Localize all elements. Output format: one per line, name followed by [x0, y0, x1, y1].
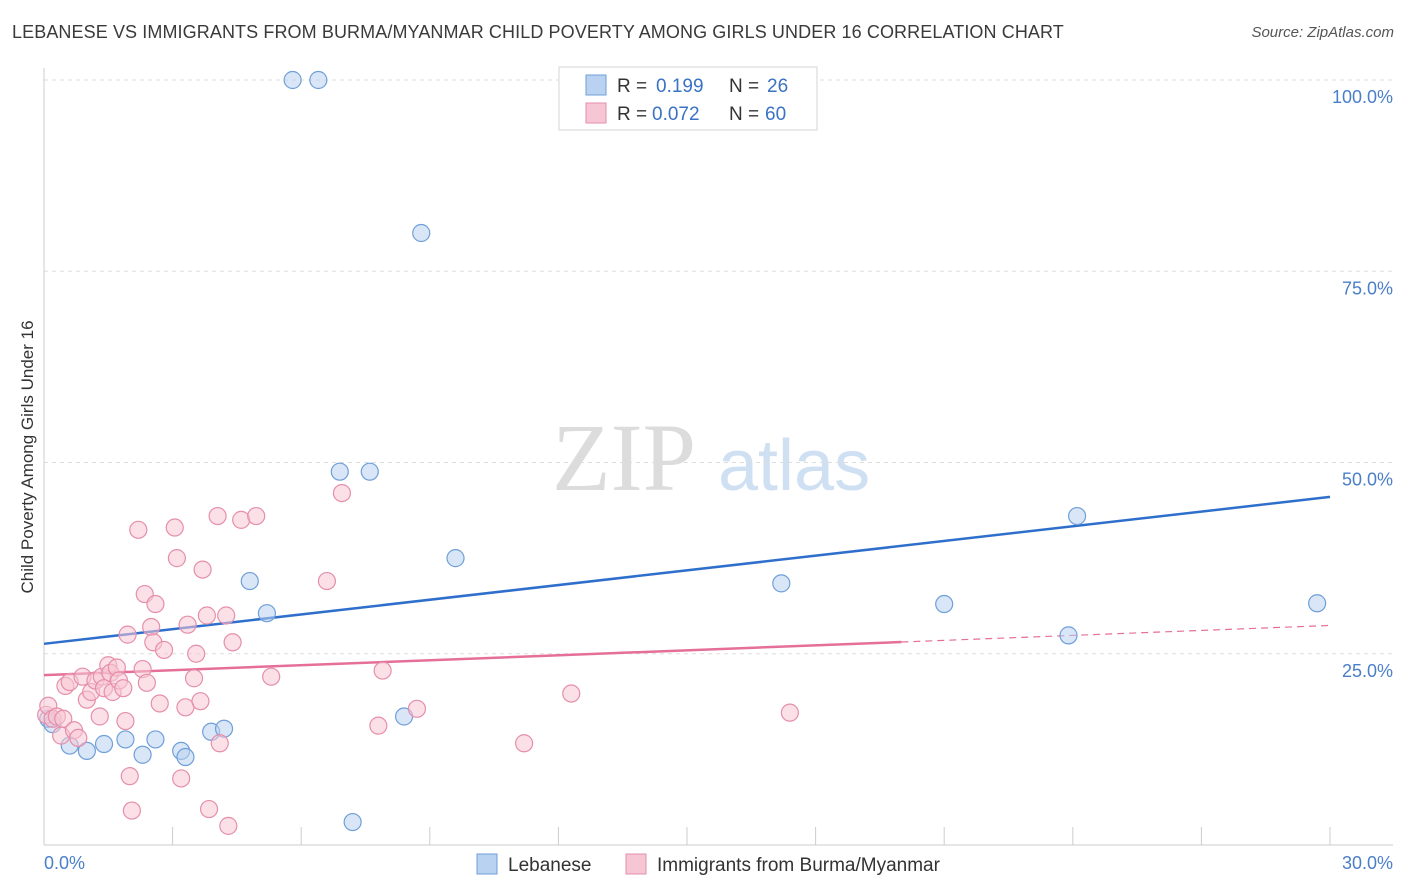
- point-burma: [515, 734, 534, 753]
- point-lebanese: [309, 70, 328, 90]
- point-burma: [199, 799, 219, 819]
- trend-line-extension-burma: [901, 624, 1331, 643]
- point-burma: [184, 669, 204, 688]
- point-lebanese: [772, 574, 791, 593]
- point-burma: [165, 518, 184, 537]
- point-burma: [780, 703, 799, 722]
- y-tick-label: 25.0%: [1342, 661, 1393, 681]
- series-legend: Lebanese Immigrants from Burma/Myanmar: [476, 853, 941, 876]
- point-burma: [262, 667, 281, 686]
- point-lebanese: [94, 734, 114, 754]
- point-burma: [142, 617, 161, 637]
- point-burma: [247, 506, 266, 526]
- point-burma: [562, 684, 581, 703]
- point-burma: [191, 692, 210, 711]
- point-burma: [223, 633, 242, 652]
- point-lebanese: [330, 462, 349, 481]
- point-burma: [172, 769, 191, 788]
- trend-line-burma: [43, 640, 902, 677]
- point-burma: [122, 801, 141, 820]
- x-tick-label-min: 0.0%: [44, 853, 85, 873]
- point-burma: [373, 661, 392, 680]
- watermark-zip: ZIP: [552, 404, 696, 511]
- chart-source: Source: ZipAtlas.com: [1251, 24, 1394, 41]
- point-burma: [69, 728, 88, 748]
- chart-title: LEBANESE VS IMMIGRANTS FROM BURMA/MYANMA…: [12, 22, 1064, 42]
- watermark-atlas: atlas: [718, 426, 870, 506]
- point-burma: [369, 716, 388, 735]
- point-burma: [332, 484, 352, 503]
- bottom-legend-label-burma: Immigrants from Burma/Myanmar: [657, 855, 941, 876]
- point-burma: [317, 571, 337, 591]
- point-burma: [114, 679, 133, 698]
- point-burma: [197, 606, 216, 625]
- point-burma: [167, 549, 186, 568]
- legend-r-label-burma: R =: [617, 104, 647, 125]
- bottom-legend-swatch-lebanese: [476, 853, 498, 875]
- legend-swatch-lebanese: [585, 74, 607, 96]
- point-burma: [193, 560, 212, 579]
- point-lebanese: [343, 812, 362, 832]
- point-burma: [154, 640, 174, 660]
- correlation-legend: R = 0.199 N = 26 R = 0.072 N = 60: [558, 66, 818, 131]
- point-burma: [54, 709, 73, 728]
- legend-n-value-burma: 60: [765, 104, 786, 125]
- point-burma: [178, 615, 197, 634]
- point-burma: [129, 520, 148, 539]
- point-lebanese: [77, 741, 96, 761]
- point-burma: [208, 506, 227, 526]
- bottom-legend-swatch-burma: [625, 853, 647, 875]
- point-burma: [120, 767, 139, 786]
- point-lebanese: [240, 571, 259, 591]
- points-layer: [37, 70, 1327, 835]
- point-burma: [116, 711, 135, 731]
- point-lebanese: [283, 70, 302, 90]
- bottom-legend-label-lebanese: Lebanese: [508, 855, 591, 876]
- x-tick-label-max: 30.0%: [1342, 853, 1393, 873]
- point-lebanese: [360, 462, 379, 481]
- point-burma: [90, 707, 109, 726]
- point-lebanese: [1308, 594, 1327, 613]
- point-burma: [407, 699, 427, 718]
- trend-layer: [43, 495, 1331, 677]
- point-burma: [219, 816, 238, 835]
- point-burma: [210, 734, 229, 753]
- y-tick-label: 50.0%: [1342, 470, 1393, 490]
- point-lebanese: [133, 745, 152, 764]
- legend-swatch-burma: [585, 102, 607, 124]
- legend-r-value-lebanese: 0.199: [656, 76, 704, 97]
- point-lebanese: [176, 747, 195, 767]
- legend-r-label-lebanese: R =: [617, 76, 647, 97]
- point-lebanese: [146, 730, 165, 749]
- legend-n-label-burma: N =: [729, 104, 759, 125]
- y-tick-label: 100.0%: [1332, 87, 1393, 107]
- point-lebanese: [257, 604, 277, 623]
- point-burma: [217, 606, 236, 625]
- point-lebanese: [1067, 506, 1087, 526]
- y-axis-title: Child Poverty Among Girls Under 16: [18, 320, 37, 593]
- legend-n-value-lebanese: 26: [767, 76, 788, 97]
- legend-n-label-lebanese: N =: [729, 76, 759, 97]
- point-lebanese: [116, 730, 135, 749]
- point-lebanese: [1059, 626, 1078, 645]
- legend-r-value-burma: 0.072: [652, 104, 700, 125]
- point-burma: [137, 673, 156, 692]
- point-burma: [146, 594, 165, 614]
- point-lebanese: [446, 549, 465, 568]
- point-lebanese: [935, 594, 954, 614]
- y-tick-label: 75.0%: [1342, 278, 1393, 298]
- trend-line-lebanese: [43, 495, 1331, 646]
- point-burma: [232, 510, 251, 529]
- point-lebanese: [412, 223, 431, 243]
- point-burma: [118, 625, 137, 644]
- point-burma: [187, 644, 206, 663]
- point-burma: [150, 694, 169, 713]
